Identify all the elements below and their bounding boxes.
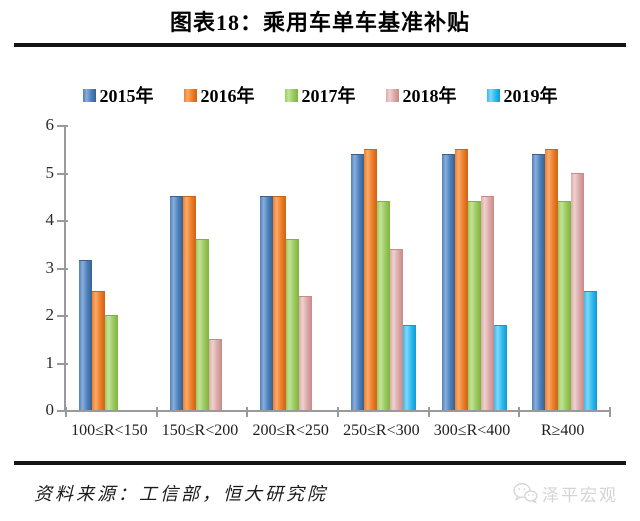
bar [299,296,313,410]
bar [532,153,546,410]
title-divider [14,43,626,47]
bar [169,196,183,410]
bar-chart: 0 1 2 3 4 5 6 100≤R<150 150≤R<200 200≤R<250 250≤R… [0,116,640,457]
bar [454,148,468,410]
x-axis-label: 150≤R<200 [161,422,239,439]
x-axis-label: 300≤R<400 [433,422,511,439]
bar-group [157,125,248,410]
x-axis-tick [609,407,611,417]
wechat-icon [513,483,538,504]
x-axis-tick [518,407,521,417]
x-axis-labels: 100≤R<150 150≤R<200 200≤R<250 250≤R<300 300≤… [64,422,608,440]
legend-label: 2019年 [503,86,558,106]
y-axis-tick [57,267,68,270]
bar-group [429,125,520,410]
footer-divider [14,461,626,465]
bar [402,324,416,410]
bar [376,201,390,410]
watermark: 泽平宏观 [512,481,618,506]
x-axis-tick [246,407,249,417]
bar [558,201,572,410]
y-axis-label: 5 [45,162,55,182]
legend-label: 2015年 [99,86,154,106]
bar-group [66,125,157,410]
bar-group [519,125,610,410]
bar [208,338,222,410]
legend-label: 2018年 [402,86,457,106]
bar [104,315,118,410]
bar-groups [66,125,610,410]
x-axis-tick [155,407,158,417]
bar [286,239,300,410]
legend-marker [82,88,96,102]
source-note: 资料来源：工信部，恒大研究院 [34,484,328,504]
bar [363,148,377,410]
footer: 资料来源：工信部，恒大研究院 泽平宏观 [0,476,640,510]
bar [273,196,287,410]
chart-legend: 2015年 2016年 2017年 2018年 2019年 [0,83,640,107]
bar [545,148,559,410]
y-axis-label: 4 [45,210,55,229]
x-axis-label: R≥400 [540,422,585,439]
bar-group [338,125,429,410]
legend-item: 2017年 [284,82,356,108]
bar [571,172,585,410]
watermark-text: 泽平宏观 [542,485,618,505]
x-axis-tick [427,407,430,417]
bar [480,196,494,410]
bar-group [247,125,338,410]
y-axis-label: 2 [45,305,55,324]
bar [260,196,274,410]
bar [182,196,196,410]
x-axis-label: 200≤R<250 [252,422,329,439]
y-axis-label: 3 [45,257,55,277]
bar [195,239,209,410]
y-axis-label: 1 [45,352,55,372]
x-axis-label: 100≤R<150 [71,422,148,439]
legend-marker [183,88,197,102]
bar [350,153,364,410]
bar [389,248,403,410]
page-title: 图表18：乘用车单车基准补贴 [169,10,470,35]
legend-marker [385,88,399,102]
y-axis-tick [57,172,68,175]
bar [91,291,105,410]
bar [584,291,598,410]
y-axis-label: 6 [45,115,55,134]
y-axis-tick [57,125,68,127]
bar [441,153,455,410]
legend-label: 2017年 [301,86,356,106]
y-axis-tick [57,315,68,317]
legend-marker [284,88,298,102]
legend-item: 2018年 [385,82,457,108]
legend-label: 2016年 [200,86,255,106]
plot-area [64,125,610,412]
y-axis-tick [57,410,68,412]
x-axis-tick [337,407,339,417]
bar [78,260,92,410]
bar [493,324,507,410]
y-axis-tick [57,362,68,365]
bar [467,201,481,410]
legend-item: 2015年 [82,82,154,108]
x-axis-tick [65,407,67,417]
x-axis-label: 250≤R<300 [343,422,420,439]
y-axis-tick [57,220,68,222]
y-axis-label: 0 [45,400,55,419]
legend-item: 2019年 [486,82,558,108]
legend-marker [486,88,500,102]
legend-item: 2016年 [183,82,255,108]
